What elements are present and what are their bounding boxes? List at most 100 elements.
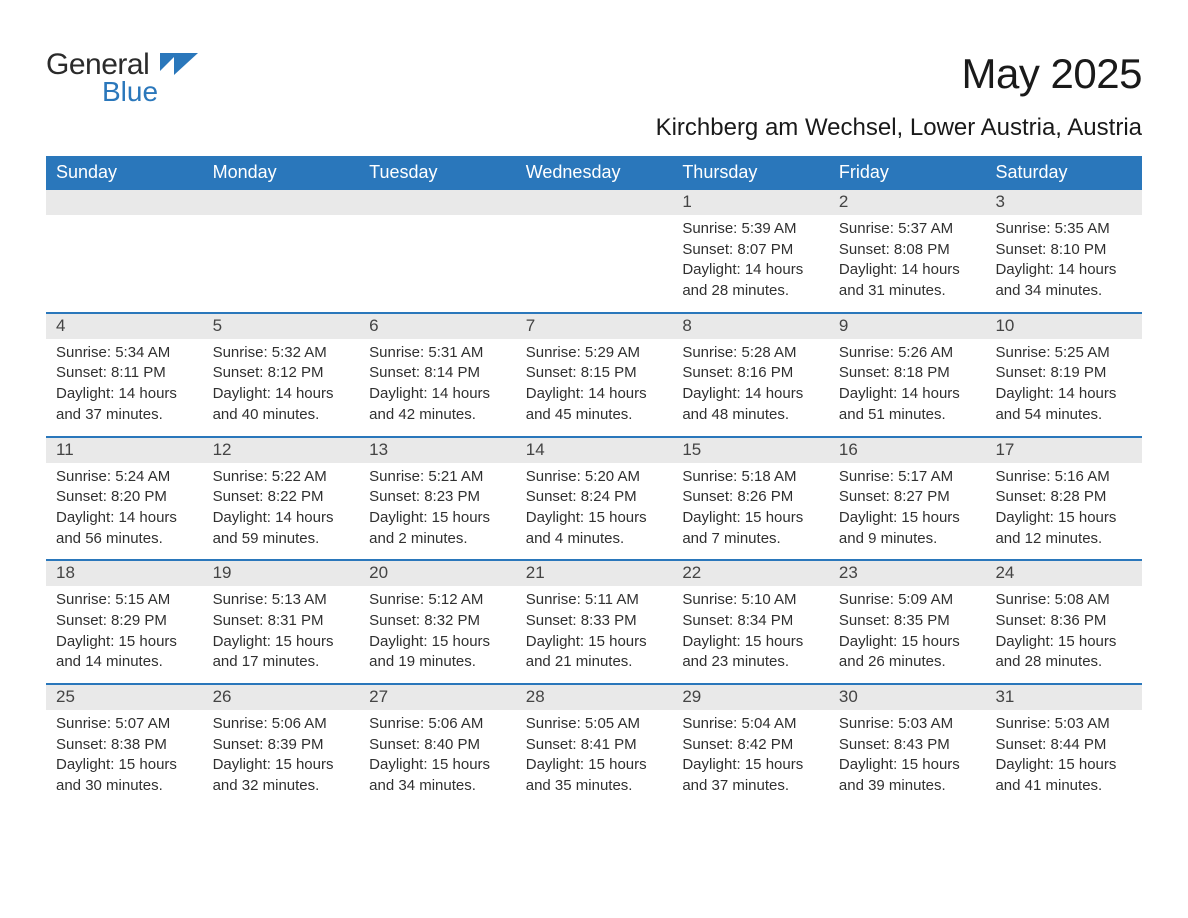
brand-text: General Blue (46, 50, 158, 106)
day-number: 13 (359, 438, 516, 463)
sunset-text: Sunset: 8:07 PM (682, 240, 821, 261)
sunset-text: Sunset: 8:15 PM (526, 363, 665, 384)
day-cell: Sunrise: 5:07 AMSunset: 8:38 PMDaylight:… (46, 710, 203, 807)
day-info-row: Sunrise: 5:15 AMSunset: 8:29 PMDaylight:… (46, 586, 1142, 683)
sunset-text: Sunset: 8:22 PM (213, 487, 352, 508)
sunset-text: Sunset: 8:44 PM (995, 735, 1134, 756)
sunrise-text: Sunrise: 5:12 AM (369, 590, 508, 611)
sunset-text: Sunset: 8:10 PM (995, 240, 1134, 261)
daylight-text: Daylight: 14 hours and 45 minutes. (526, 384, 665, 425)
sunrise-text: Sunrise: 5:20 AM (526, 467, 665, 488)
day-number: 20 (359, 561, 516, 586)
weekday-header: Thursday (672, 156, 829, 190)
day-number: 31 (985, 685, 1142, 710)
day-cell: Sunrise: 5:06 AMSunset: 8:39 PMDaylight:… (203, 710, 360, 807)
sunset-text: Sunset: 8:16 PM (682, 363, 821, 384)
day-cell: Sunrise: 5:17 AMSunset: 8:27 PMDaylight:… (829, 463, 986, 560)
day-cell (203, 215, 360, 312)
sunrise-text: Sunrise: 5:16 AM (995, 467, 1134, 488)
day-cell: Sunrise: 5:22 AMSunset: 8:22 PMDaylight:… (203, 463, 360, 560)
sunset-text: Sunset: 8:32 PM (369, 611, 508, 632)
daylight-text: Daylight: 15 hours and 9 minutes. (839, 508, 978, 549)
daylight-text: Daylight: 15 hours and 34 minutes. (369, 755, 508, 796)
day-number: 9 (829, 314, 986, 339)
sunset-text: Sunset: 8:29 PM (56, 611, 195, 632)
week-row: 25262728293031Sunrise: 5:07 AMSunset: 8:… (46, 683, 1142, 807)
day-cell: Sunrise: 5:05 AMSunset: 8:41 PMDaylight:… (516, 710, 673, 807)
day-number: 15 (672, 438, 829, 463)
day-cell (516, 215, 673, 312)
sunset-text: Sunset: 8:08 PM (839, 240, 978, 261)
sunset-text: Sunset: 8:24 PM (526, 487, 665, 508)
day-cell: Sunrise: 5:10 AMSunset: 8:34 PMDaylight:… (672, 586, 829, 683)
sunset-text: Sunset: 8:35 PM (839, 611, 978, 632)
sunset-text: Sunset: 8:26 PM (682, 487, 821, 508)
day-cell: Sunrise: 5:12 AMSunset: 8:32 PMDaylight:… (359, 586, 516, 683)
sunset-text: Sunset: 8:23 PM (369, 487, 508, 508)
sunrise-text: Sunrise: 5:06 AM (369, 714, 508, 735)
daylight-text: Daylight: 14 hours and 28 minutes. (682, 260, 821, 301)
day-cell: Sunrise: 5:16 AMSunset: 8:28 PMDaylight:… (985, 463, 1142, 560)
header-top-row: General Blue May 2025 (46, 50, 1142, 106)
location-subtitle: Kirchberg am Wechsel, Lower Austria, Aus… (46, 114, 1142, 142)
day-cell: Sunrise: 5:34 AMSunset: 8:11 PMDaylight:… (46, 339, 203, 436)
day-number: 27 (359, 685, 516, 710)
sunrise-text: Sunrise: 5:10 AM (682, 590, 821, 611)
daylight-text: Daylight: 14 hours and 40 minutes. (213, 384, 352, 425)
daylight-text: Daylight: 15 hours and 41 minutes. (995, 755, 1134, 796)
day-number: 26 (203, 685, 360, 710)
daylight-text: Daylight: 15 hours and 37 minutes. (682, 755, 821, 796)
day-info-row: Sunrise: 5:24 AMSunset: 8:20 PMDaylight:… (46, 463, 1142, 560)
day-cell (46, 215, 203, 312)
day-number: 24 (985, 561, 1142, 586)
sunrise-text: Sunrise: 5:08 AM (995, 590, 1134, 611)
weekday-header-row: Sunday Monday Tuesday Wednesday Thursday… (46, 156, 1142, 190)
day-number: 21 (516, 561, 673, 586)
day-number: 22 (672, 561, 829, 586)
day-number: 19 (203, 561, 360, 586)
brand-blue: Blue (46, 78, 158, 106)
sunrise-text: Sunrise: 5:09 AM (839, 590, 978, 611)
day-cell: Sunrise: 5:31 AMSunset: 8:14 PMDaylight:… (359, 339, 516, 436)
sunset-text: Sunset: 8:18 PM (839, 363, 978, 384)
day-cell: Sunrise: 5:20 AMSunset: 8:24 PMDaylight:… (516, 463, 673, 560)
day-number: 18 (46, 561, 203, 586)
weekday-header: Tuesday (359, 156, 516, 190)
day-number-bar: 11121314151617 (46, 438, 1142, 463)
day-cell: Sunrise: 5:32 AMSunset: 8:12 PMDaylight:… (203, 339, 360, 436)
day-number: 3 (985, 190, 1142, 215)
day-number: 29 (672, 685, 829, 710)
sunrise-text: Sunrise: 5:07 AM (56, 714, 195, 735)
daylight-text: Daylight: 14 hours and 51 minutes. (839, 384, 978, 425)
daylight-text: Daylight: 15 hours and 39 minutes. (839, 755, 978, 796)
day-cell: Sunrise: 5:18 AMSunset: 8:26 PMDaylight:… (672, 463, 829, 560)
daylight-text: Daylight: 15 hours and 32 minutes. (213, 755, 352, 796)
daylight-text: Daylight: 14 hours and 31 minutes. (839, 260, 978, 301)
day-number: 28 (516, 685, 673, 710)
sunrise-text: Sunrise: 5:26 AM (839, 343, 978, 364)
daylight-text: Daylight: 15 hours and 26 minutes. (839, 632, 978, 673)
day-number-bar: 123 (46, 190, 1142, 215)
daylight-text: Daylight: 14 hours and 37 minutes. (56, 384, 195, 425)
daylight-text: Daylight: 14 hours and 48 minutes. (682, 384, 821, 425)
sunset-text: Sunset: 8:38 PM (56, 735, 195, 756)
week-row: 45678910Sunrise: 5:34 AMSunset: 8:11 PMD… (46, 312, 1142, 436)
sunrise-text: Sunrise: 5:24 AM (56, 467, 195, 488)
day-number: 23 (829, 561, 986, 586)
daylight-text: Daylight: 15 hours and 23 minutes. (682, 632, 821, 673)
daylight-text: Daylight: 15 hours and 14 minutes. (56, 632, 195, 673)
daylight-text: Daylight: 15 hours and 4 minutes. (526, 508, 665, 549)
sunrise-text: Sunrise: 5:03 AM (839, 714, 978, 735)
sunrise-text: Sunrise: 5:32 AM (213, 343, 352, 364)
day-cell: Sunrise: 5:03 AMSunset: 8:43 PMDaylight:… (829, 710, 986, 807)
sunset-text: Sunset: 8:39 PM (213, 735, 352, 756)
week-row: 123Sunrise: 5:39 AMSunset: 8:07 PMDaylig… (46, 190, 1142, 312)
day-number-bar: 18192021222324 (46, 561, 1142, 586)
page-title: May 2025 (962, 50, 1142, 98)
sunrise-text: Sunrise: 5:21 AM (369, 467, 508, 488)
day-number: 6 (359, 314, 516, 339)
day-cell: Sunrise: 5:09 AMSunset: 8:35 PMDaylight:… (829, 586, 986, 683)
sunrise-text: Sunrise: 5:13 AM (213, 590, 352, 611)
weekday-header: Sunday (46, 156, 203, 190)
day-cell: Sunrise: 5:26 AMSunset: 8:18 PMDaylight:… (829, 339, 986, 436)
